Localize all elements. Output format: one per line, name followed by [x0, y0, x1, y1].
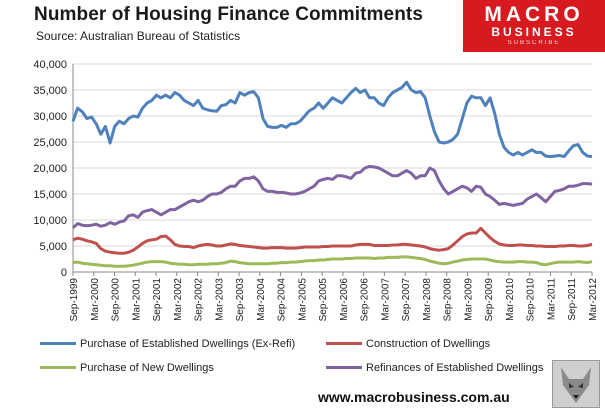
x-tick-label: Mar-2002: [173, 278, 184, 321]
x-tick-label: Mar-2001: [131, 278, 142, 321]
x-tick-label: Sep-1999: [69, 278, 80, 322]
x-tick-label: Sep-2002: [194, 278, 205, 322]
wolf-mascot-icon: [552, 360, 600, 408]
logo-tagline-text: SUBSCRIBE: [507, 40, 561, 46]
x-tick-label: Mar-2010: [505, 278, 516, 321]
legend-swatch-refinance: [326, 365, 362, 369]
x-tick-label: Sep-2005: [318, 278, 329, 322]
x-tick-label: Mar-2005: [297, 278, 308, 321]
legend-swatch-established: [40, 341, 76, 345]
legend-item-construction: Construction of Dwellings: [326, 338, 490, 350]
macrobusiness-logo[interactable]: MACRO BUSINESS SUBSCRIBE: [463, 0, 605, 52]
x-tick-label: Mar-2011: [546, 278, 557, 320]
series-line-established: [71, 80, 593, 159]
x-tick-label: Mar-2000: [90, 278, 101, 321]
x-tick-label: Sep-2003: [235, 278, 246, 322]
series-line-refinance: [71, 164, 593, 229]
axes: 0 5,000 10,000 15,000 20,000 25,000 30,000 35,0…: [33, 59, 599, 321]
legend-item-established: Purchase of Established Dwellings (Ex-Re…: [40, 338, 295, 350]
y-tick-label: 10,000: [33, 215, 67, 227]
x-tick-label: Mar-2006: [339, 278, 350, 321]
legend-label-new: Purchase of New Dwellings: [80, 362, 214, 374]
logo-business-text: BUSINESS: [491, 25, 577, 39]
legend-label-established: Purchase of Established Dwellings (Ex-Re…: [80, 338, 296, 350]
logo-macro-text: MACRO: [484, 3, 584, 26]
x-tick-label: Sep-2010: [526, 278, 537, 322]
series-lines: [71, 80, 593, 268]
legend-swatch-new: [40, 365, 76, 369]
series-line-construction: [72, 226, 593, 255]
y-tick-label: 15,000: [33, 189, 67, 201]
series-line-new: [72, 255, 593, 268]
y-tick-label: 40,000: [33, 59, 67, 71]
gridlines: [73, 63, 592, 273]
x-tick-label: Sep-2004: [277, 278, 288, 322]
y-tick-label: 25,000: [33, 137, 67, 149]
legend-label-refinance: Refinances of Established Dwellings: [366, 362, 544, 374]
legend-item-new: Purchase of New Dwellings: [40, 362, 214, 374]
website-url[interactable]: www.macrobusiness.com.au: [318, 389, 510, 405]
x-tick-label: Sep-2000: [111, 278, 122, 322]
legend-label-construction: Construction of Dwellings: [366, 338, 491, 350]
x-tick-label: Sep-2007: [401, 278, 412, 322]
page-title: Number of Housing Finance Commitments: [34, 4, 424, 25]
x-tick-label: Sep-2008: [443, 278, 454, 322]
x-tick-label: Sep-2009: [484, 278, 495, 322]
x-tick-label: Mar-2012: [588, 278, 599, 321]
y-tick-label: 20,000: [33, 163, 67, 175]
x-tick-label: Mar-2009: [463, 278, 474, 321]
legend-swatch-construction: [326, 341, 362, 345]
x-tick-label: Mar-2004: [256, 278, 267, 321]
source-note: Source: Australian Bureau of Statistics: [36, 29, 241, 43]
x-tick-label: Mar-2003: [214, 278, 225, 321]
x-tick-label: Sep-2011: [567, 278, 578, 321]
legend-item-refinance: Refinances of Established Dwellings: [326, 362, 543, 374]
y-tick-label: 30,000: [33, 111, 67, 123]
x-tick-label: Mar-2007: [380, 278, 391, 321]
x-tick-label: Sep-2001: [152, 278, 163, 322]
x-tick-label: Mar-2008: [422, 278, 433, 321]
y-tick-label: 5,000: [39, 241, 67, 253]
y-tick-label: 35,000: [33, 85, 67, 97]
x-tick-label: Sep-2006: [360, 278, 371, 322]
y-tick-label: 0: [61, 267, 67, 279]
